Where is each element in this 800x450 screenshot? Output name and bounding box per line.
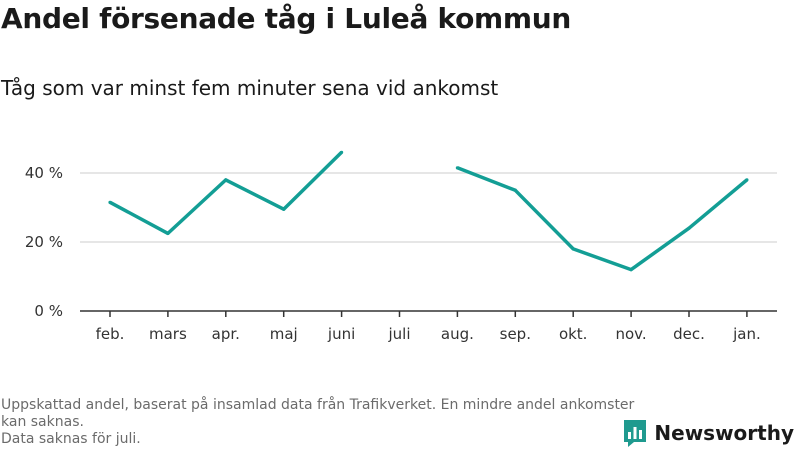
chart-title: Andel försenade tåg i Luleå kommun <box>1 2 572 35</box>
data-point <box>282 207 286 211</box>
data-point <box>340 150 344 154</box>
x-tick-label: feb. <box>96 325 125 343</box>
x-tick-label: aug. <box>441 325 474 343</box>
data-point <box>166 231 170 235</box>
data-point <box>745 178 749 182</box>
brand-logo: Newsworthy <box>622 418 794 448</box>
footnote-source: Uppskattad andel, baserat på insamlad da… <box>1 397 635 430</box>
data-point <box>455 166 459 170</box>
data-point <box>629 268 633 272</box>
x-tick-label: jan. <box>732 325 761 343</box>
x-tick-label: maj <box>270 325 298 343</box>
x-tick-label: juli <box>387 325 410 343</box>
x-tick-label: apr. <box>212 325 240 343</box>
x-tick-label: sep. <box>500 325 531 343</box>
data-point <box>687 226 691 230</box>
x-tick-label: okt. <box>559 325 588 343</box>
data-point <box>513 188 517 192</box>
brand-name: Newsworthy <box>654 421 794 445</box>
y-tick-label: 40 % <box>25 164 63 182</box>
x-tick-label: mars <box>149 325 187 343</box>
x-tick-label: dec. <box>673 325 705 343</box>
series-line <box>109 151 749 272</box>
axis-layer <box>80 310 777 317</box>
footnote-missing-data: Data saknas för juli. <box>1 431 141 447</box>
footnote: Uppskattad andel, baserat på insamlad da… <box>1 397 641 448</box>
data-point <box>224 178 228 182</box>
grid-layer <box>80 172 777 243</box>
label-layer: 0 % 20 % 40 % feb. mars apr. maj juni juli aug. se… <box>25 164 761 343</box>
x-tick-label: juni <box>327 325 355 343</box>
chart-subtitle: Tåg som var minst fem minuter sena vid a… <box>1 76 499 100</box>
series-layer <box>108 150 749 272</box>
y-tick-label: 20 % <box>25 233 63 251</box>
data-point <box>571 247 575 251</box>
data-point <box>108 200 112 204</box>
y-tick-label: 0 % <box>34 302 63 320</box>
x-tick-label: nov. <box>616 325 647 343</box>
newsworthy-logo-icon <box>624 420 647 447</box>
line-chart: 0 % 20 % 40 % feb. mars apr. maj juni juli aug. se… <box>25 150 777 343</box>
